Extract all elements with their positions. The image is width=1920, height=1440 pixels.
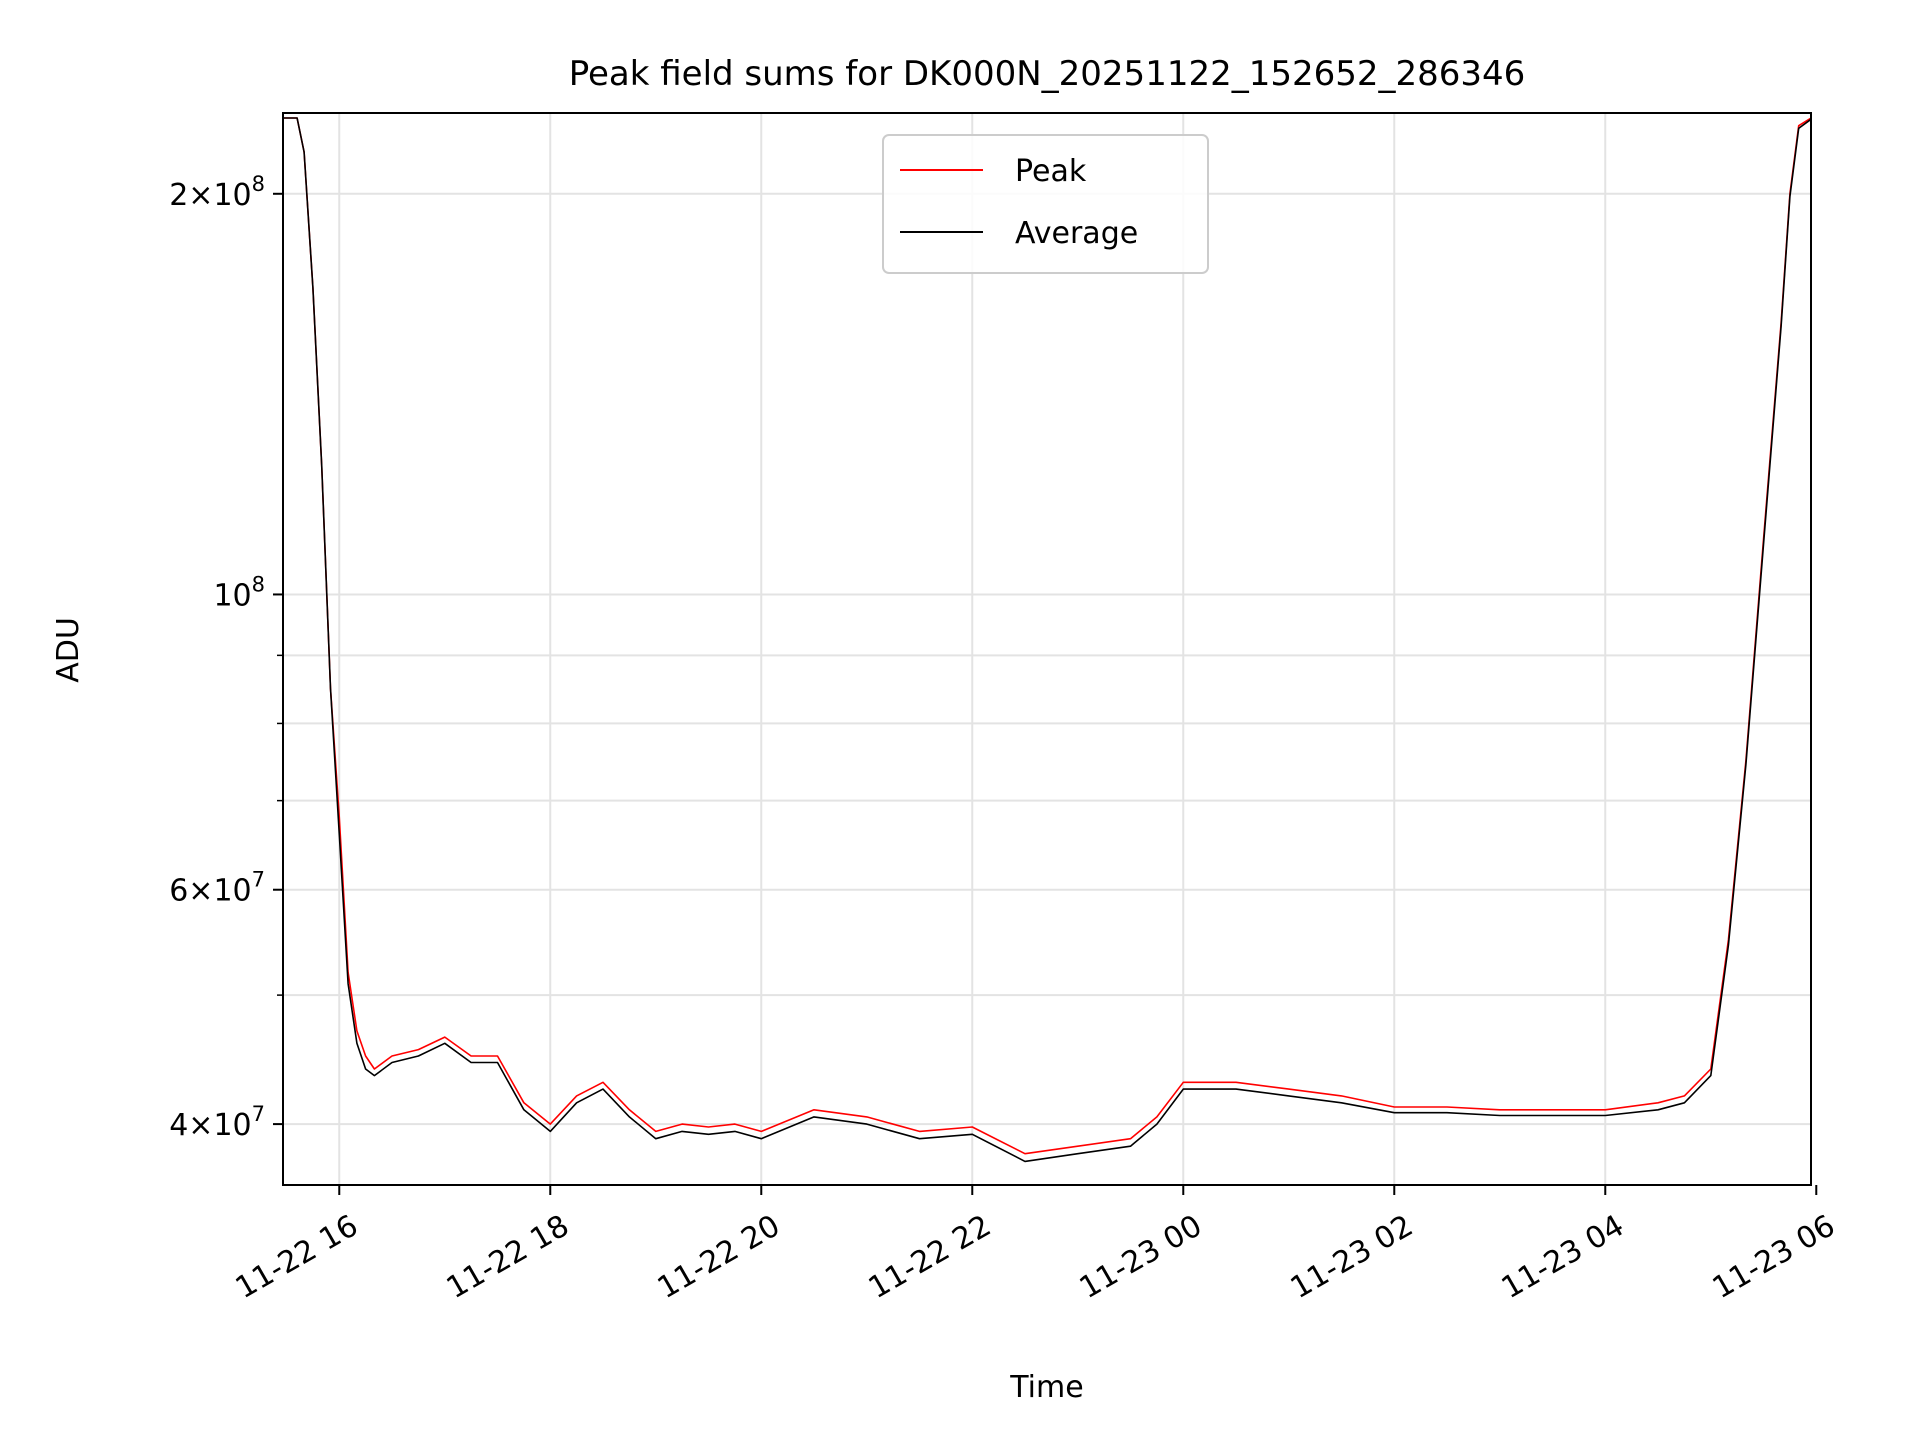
y-tick-label: 6×107 xyxy=(169,868,265,909)
y-axis-label: ADU xyxy=(51,617,86,683)
y-tick-label: 4×107 xyxy=(169,1102,265,1143)
series-line-average xyxy=(283,117,1812,1163)
x-tick-label: 11-22 18 xyxy=(441,1208,575,1306)
chart-title: Peak field sums for DK000N_20251122_1526… xyxy=(569,54,1526,94)
x-tick-label: 11-22 20 xyxy=(652,1208,786,1306)
y-tick-label: 2×108 xyxy=(169,172,265,213)
series-line-peak xyxy=(283,117,1812,1155)
legend-label-peak: Peak xyxy=(1015,154,1087,189)
x-tick-label: 11-22 16 xyxy=(230,1208,364,1306)
x-tick-label: 11-23 00 xyxy=(1074,1208,1208,1306)
x-tick-label: 11-22 22 xyxy=(863,1208,997,1306)
y-tick-label: 108 xyxy=(213,572,265,613)
x-axis-label: Time xyxy=(1009,1370,1083,1405)
series-layer xyxy=(283,117,1812,1163)
y-ticks: 4×107 6×107 108 2×108 xyxy=(169,172,283,1143)
x-tick-label: 11-23 06 xyxy=(1707,1208,1841,1306)
legend-label-average: Average xyxy=(1015,216,1138,251)
x-tick-label: 11-23 04 xyxy=(1496,1208,1630,1306)
plot-frame xyxy=(282,112,1812,1186)
x-tick-label: 11-23 02 xyxy=(1285,1208,1419,1306)
grid-layer xyxy=(283,113,1811,1185)
legend: Peak Average xyxy=(882,134,1209,274)
x-ticks: 11-22 16 11-22 18 11-22 20 11-22 22 11-23 00… xyxy=(230,1185,1841,1306)
